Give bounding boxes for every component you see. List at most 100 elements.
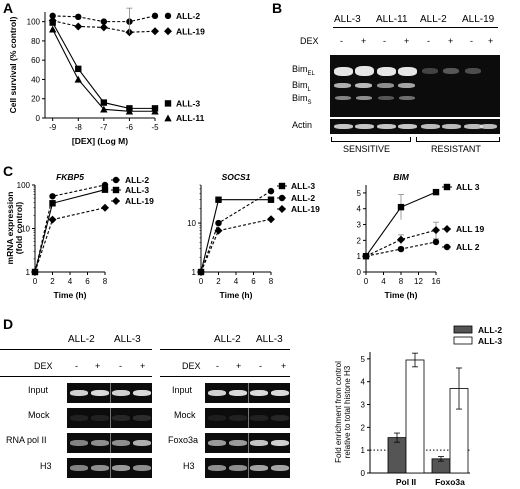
lane-label: ALL-3 xyxy=(334,14,361,25)
y-tick-label: 1 xyxy=(361,446,366,455)
lane-label: ALL-2 xyxy=(420,14,447,25)
band xyxy=(378,96,394,100)
legend-label: ALL-3 xyxy=(478,336,502,346)
series-label: ALL-19 xyxy=(291,204,320,214)
band xyxy=(70,415,88,421)
band xyxy=(377,67,396,76)
row-label: Input xyxy=(172,385,193,395)
legend-marker xyxy=(278,182,286,190)
y-tick-label: 20 xyxy=(31,95,40,104)
x-tick-label: 8 xyxy=(269,277,274,286)
y-tick-label: 40 xyxy=(31,75,40,84)
group-bracket xyxy=(416,137,500,142)
band xyxy=(271,440,289,446)
dex-sign: + xyxy=(448,36,454,46)
band xyxy=(271,415,289,421)
band xyxy=(334,67,353,76)
band xyxy=(335,96,351,100)
lane-divider xyxy=(110,458,111,478)
x-axis-label: [DEX] (Log M) xyxy=(72,136,128,146)
data-point xyxy=(197,268,205,276)
y-tick-label: 60 xyxy=(31,56,40,65)
series-line xyxy=(34,207,106,273)
data-point xyxy=(74,22,83,31)
divider xyxy=(160,349,290,350)
band xyxy=(70,440,88,446)
y-tick-label: 0 xyxy=(36,114,41,123)
legend-marker xyxy=(164,12,172,20)
data-point xyxy=(49,193,56,200)
x-tick-label: -5 xyxy=(151,123,159,132)
series-label: ALL-19 xyxy=(125,196,154,206)
actin-label: Actin xyxy=(292,120,313,130)
divider xyxy=(0,349,152,350)
series-label: ALL-3 xyxy=(176,98,200,108)
y-tick-label: 3 xyxy=(361,401,366,410)
dex-sign: + xyxy=(361,36,367,46)
dex-sign: - xyxy=(383,36,386,46)
data-point xyxy=(267,187,275,195)
series-label: ALL-11 xyxy=(176,113,205,123)
lane-label: ALL-3 xyxy=(114,334,141,345)
legend-label: ALL-2 xyxy=(478,325,502,335)
legend-marker xyxy=(278,194,286,202)
lane-label: ALL-3 xyxy=(256,334,283,345)
x-tick-label: 16 xyxy=(432,277,441,286)
gel-row xyxy=(67,383,152,403)
data-point xyxy=(267,215,275,224)
y-tick-label: 100 xyxy=(17,181,31,190)
lane-label: ALL-2 xyxy=(68,334,95,345)
x-tick-label: 4 xyxy=(68,277,73,286)
bar xyxy=(387,437,407,474)
dex-sign: - xyxy=(216,361,219,371)
gel-row xyxy=(205,408,290,428)
chart-title: SOCS1 xyxy=(222,172,251,182)
band xyxy=(208,465,226,471)
band xyxy=(91,390,109,396)
band xyxy=(91,415,109,421)
legend-marker xyxy=(443,243,451,251)
lane-label: ALL-19 xyxy=(462,14,495,25)
dex-label: DEX xyxy=(300,36,319,46)
lane-divider xyxy=(110,408,111,428)
band xyxy=(334,124,353,129)
series-line xyxy=(34,189,106,273)
dex-sign: + xyxy=(95,361,101,371)
band xyxy=(442,124,461,129)
series-label: ALL 19 xyxy=(456,224,484,234)
band xyxy=(112,440,130,446)
legend-marker xyxy=(112,176,120,184)
x-tick-label: 2 xyxy=(50,277,55,286)
band xyxy=(91,465,109,471)
x-tick-label: 8 xyxy=(103,277,108,286)
y-tick-label: 4 xyxy=(361,378,366,387)
lane-underline xyxy=(333,27,498,28)
panel-label-b: B xyxy=(272,0,283,16)
panel-label-d: D xyxy=(3,316,14,332)
band xyxy=(398,124,417,129)
band xyxy=(465,68,481,74)
y-tick-label: 2 xyxy=(357,236,362,245)
data-point xyxy=(397,245,405,253)
band xyxy=(250,390,268,396)
series-label: ALL-2 xyxy=(176,11,200,21)
gel-row xyxy=(67,408,152,428)
y-tick-label: 10 xyxy=(21,225,30,234)
band xyxy=(133,390,151,396)
band-label-bimel: BimEL xyxy=(292,64,315,77)
data-point xyxy=(75,13,82,21)
dex-label: DEX xyxy=(182,361,201,371)
band xyxy=(377,124,396,129)
y-tick-label: 4 xyxy=(357,205,362,214)
x-tick-label: 8 xyxy=(399,277,404,286)
legend-marker xyxy=(112,186,120,194)
y-tick-label: 1 xyxy=(357,252,362,261)
series-label: ALL-3 xyxy=(291,181,315,191)
data-point xyxy=(215,219,222,227)
data-point xyxy=(397,203,405,211)
y-axis-label: (fold control) xyxy=(14,202,24,255)
band xyxy=(271,465,289,471)
series-line xyxy=(365,229,437,257)
dex-sign: + xyxy=(140,361,146,371)
